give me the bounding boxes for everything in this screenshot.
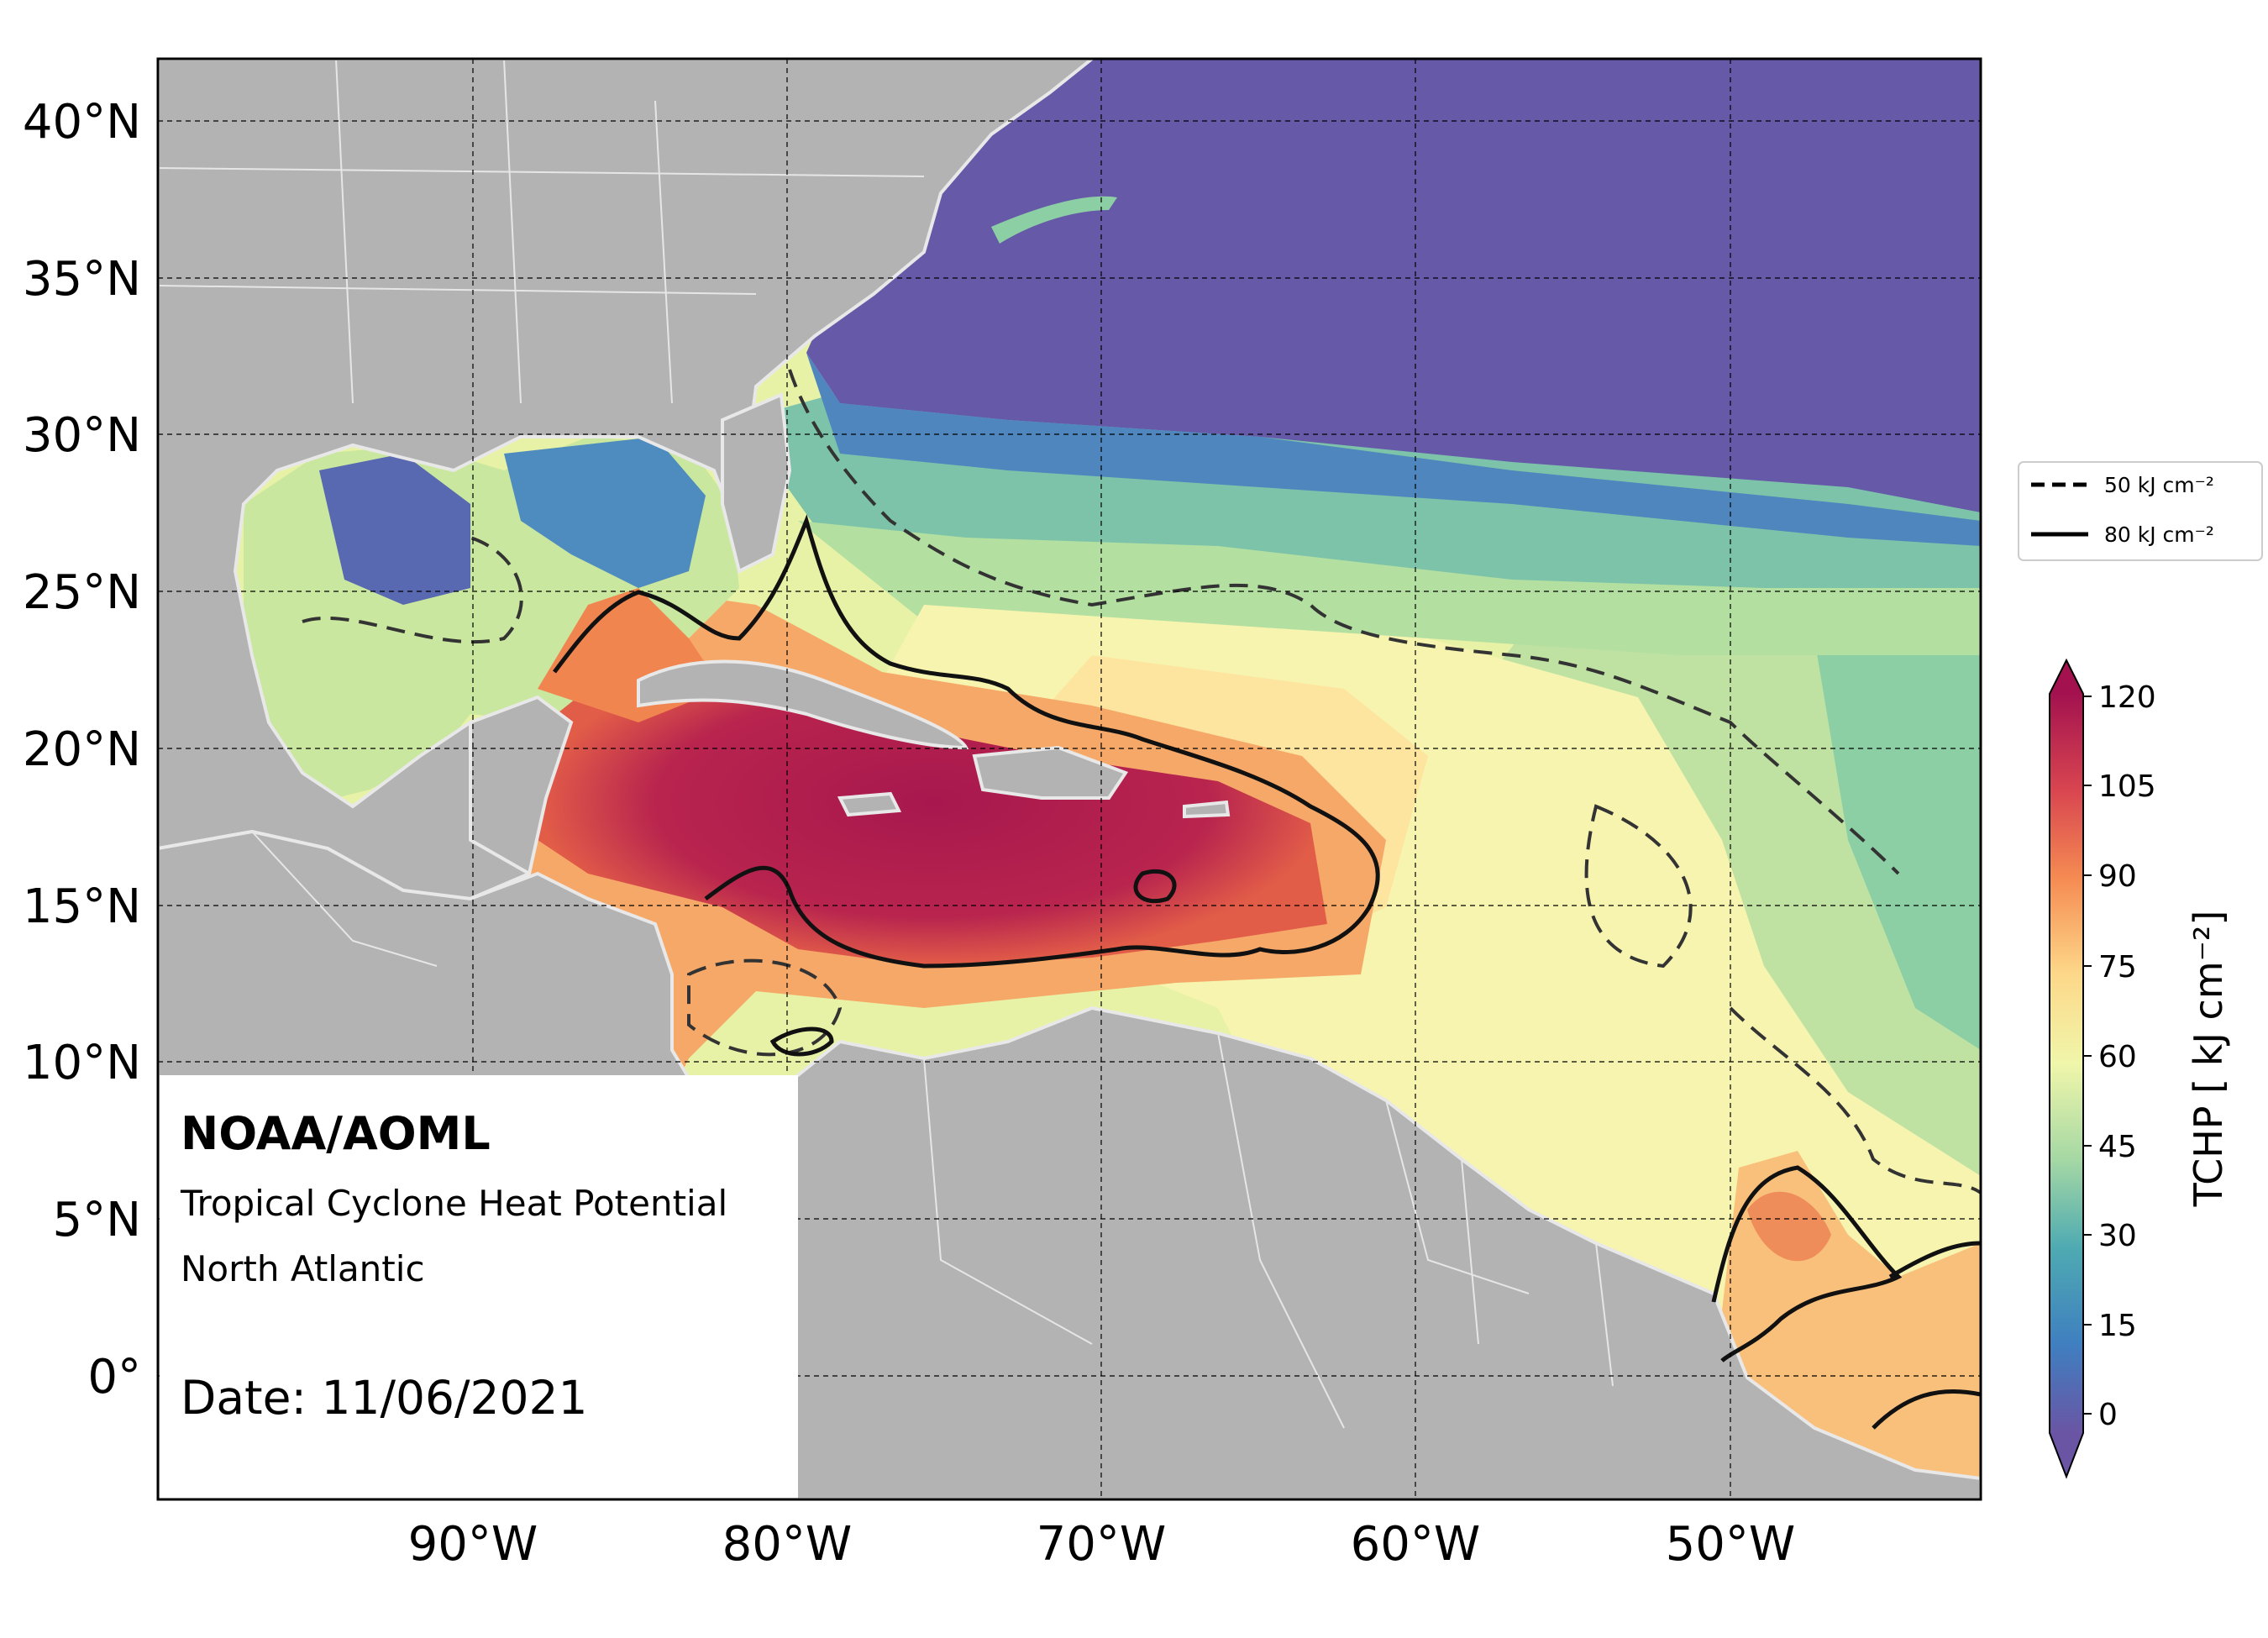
legend-dashed-label: 50 kJ cm⁻² [2104, 473, 2214, 497]
lat-tick: 5°N [52, 1193, 141, 1247]
land-puerto-rico [1183, 800, 1231, 819]
lat-tick: 40°N [23, 95, 141, 150]
contour-legend: 50 kJ cm⁻² 80 kJ cm⁻² [2018, 461, 2263, 561]
political-borders [158, 59, 1614, 1429]
colorbar-tick-label: 15 [2098, 1309, 2137, 1343]
contours-80 [553, 514, 1981, 1430]
lon-tick: 60°W [1351, 1517, 1481, 1572]
colorbar-tick-label: 30 [2098, 1219, 2137, 1253]
ocean-field-blue-edge [806, 353, 1981, 546]
gulf-stream-filament [991, 196, 1117, 244]
colorbar-label: TCHP [ kJ cm⁻²] [2186, 911, 2231, 1208]
lat-tick: 10°N [23, 1036, 141, 1090]
colorbar-tick-label: 75 [2098, 950, 2137, 984]
lon-tick: 70°W [1037, 1517, 1167, 1572]
land-jamaica [837, 791, 902, 817]
annotation-box [160, 1075, 798, 1499]
legend-solid-label: 80 kJ cm⁻² [2104, 522, 2214, 547]
ocean-field-purple-north [806, 59, 1981, 512]
product-label: Tropical Cyclone Heat Potential [180, 1183, 727, 1224]
lat-tick: 20°N [23, 722, 141, 777]
colorbar-tick-label: 45 [2098, 1130, 2137, 1164]
org-label: NOAA/AOML [181, 1107, 491, 1160]
gridlines [158, 59, 1981, 1499]
colorbar-tick-label: 105 [2098, 769, 2156, 804]
land-cuba [637, 659, 969, 750]
lat-tick: 35°N [23, 252, 141, 307]
colorbar-tick-label: 0 [2098, 1398, 2118, 1432]
lat-axis: 40°N 35°N 30°N 25°N 20°N 15°N 10°N 5°N 0… [23, 95, 141, 1404]
annotation-text: NOAA/AOML Tropical Cyclone Heat Potentia… [180, 1107, 727, 1425]
colorbar: 120 105 90 75 60 45 30 15 0 TCHP [ kJ cm… [2049, 658, 2231, 1479]
lon-axis: 90°W 80°W 70°W 60°W 50°W [408, 1517, 1796, 1572]
warm-pool-core [1747, 1191, 1831, 1262]
contours-50 [302, 369, 1981, 1194]
colorbar-bottom-arrow [2050, 1433, 2083, 1477]
colorbar-ticks [2083, 696, 2092, 1415]
gulf-blue-pool [319, 454, 470, 605]
lon-tick: 50°W [1666, 1517, 1796, 1572]
colorbar-top-arrow [2050, 660, 2083, 694]
lat-tick: 25°N [23, 565, 141, 620]
colorbar-tick-label: 120 [2098, 680, 2156, 715]
date-label: Date: 11/06/2021 [181, 1371, 587, 1425]
map-frame [156, 57, 1982, 1501]
lat-tick: 30°N [23, 408, 141, 463]
region-label: North Atlantic [181, 1248, 425, 1289]
lon-tick: 90°W [408, 1517, 538, 1572]
caribbean-hot-core [538, 638, 1327, 966]
colorbar-tick-label: 60 [2098, 1040, 2137, 1074]
lat-tick: 15°N [23, 879, 141, 934]
land-yucatan [469, 695, 574, 877]
land-hispaniola [972, 745, 1129, 800]
lon-tick: 80°W [722, 1517, 853, 1572]
map-area [158, 59, 1981, 1499]
ocean-field-teal-east [1806, 571, 1981, 1050]
colorbar-gradient [2050, 694, 2083, 1433]
land-south-america [754, 1005, 1981, 1499]
colorbar-outline [2049, 658, 2084, 1479]
lat-tick: 0° [87, 1350, 141, 1404]
gulf-purple-pool [504, 437, 706, 588]
colorbar-tick-label: 90 [2098, 859, 2137, 894]
land-florida [721, 392, 792, 574]
